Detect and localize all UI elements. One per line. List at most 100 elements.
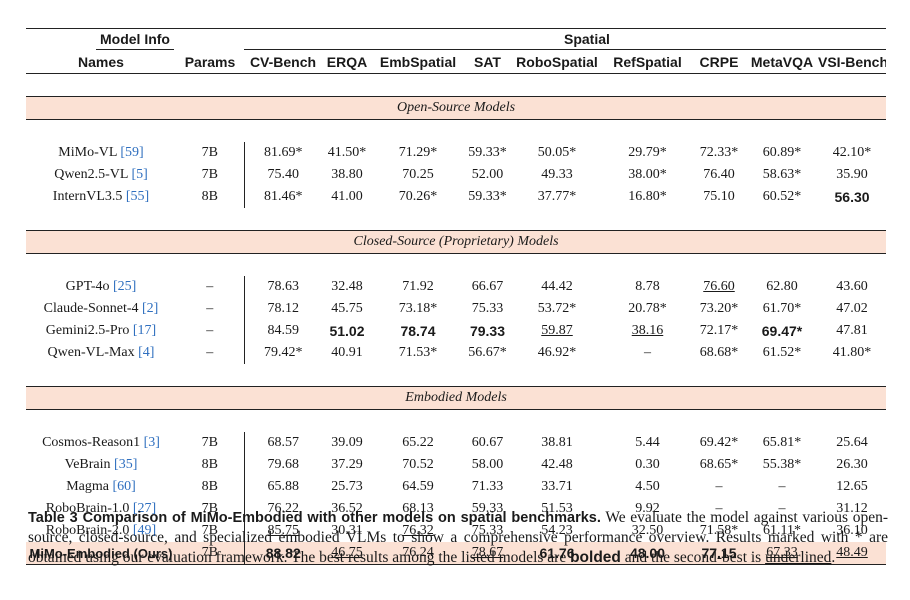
score-cell: 76.60 [703,279,735,294]
score-cell: 32.50 [631,523,664,538]
score-cell: 73.18* [398,301,438,316]
model-name-cell: Cosmos-Reason1 [3] [26,432,176,454]
params-cell: 7B [176,164,245,186]
citation-link[interactable]: [60] [112,479,136,494]
score-cell: 48.00 [603,542,692,565]
score-cell: – [778,501,786,516]
model-name-cell: Magma [60] [26,476,176,498]
section-header-row: Open-Source Models [26,96,887,120]
score-cell: 68.57 [267,435,300,450]
score-cell: 46.92* [537,345,577,360]
column-header: Names [26,51,176,74]
score-cell: 81.46* [264,189,303,204]
score-cell: 76.22 [267,501,300,516]
score-cell: 51.53 [541,501,573,516]
score-cell: 42.10* [832,145,872,160]
score-cell: 16.80* [628,189,667,204]
score-cell: 37.29 [331,457,363,472]
model-name-cell: MiMo-Embodied (Ours) [26,542,176,565]
citation-link[interactable]: [49] [132,523,157,538]
score-cell: 26.30 [836,457,868,472]
model-name: Cosmos-Reason1 [42,435,141,450]
score-cell: 85.75 [267,523,300,538]
score-cell: 75.33 [471,523,504,538]
score-cell: 41.50* [327,145,367,160]
score-cell: 58.63* [762,167,802,182]
score-cell: 79.33 [469,323,506,339]
model-name-cell: InternVL3.5 [55] [26,186,176,208]
score-cell: 75.40 [267,167,300,182]
score-cell: – [778,479,786,494]
score-cell: 76.32 [402,523,434,538]
score-cell: 88.82 [244,542,322,565]
score-cell: 29.79* [628,145,667,160]
column-header-row: Names Params CV-Bench ERQA EmbSpatial SAT Robo… [26,51,887,74]
citation-link[interactable]: [3] [143,435,160,450]
table-row: MiMo-VL [59] 7B 81.69* 41.50* 71.29* 59.33* 50… [26,142,886,164]
score-cell: 32.48 [331,279,363,294]
score-cell: 72.17* [699,323,739,338]
model-name: VeBrain [64,457,111,472]
params-cell: – [176,342,245,364]
score-cell: 78.67 [464,542,511,565]
score-cell: – [644,345,651,360]
citation-link[interactable]: [25] [113,279,137,294]
caption-body-1: We evaluate the model against various op… [28,509,889,566]
params-cell: – [176,320,245,342]
score-cell: 70.25 [402,167,434,182]
score-cell: 12.65 [836,479,868,494]
citation-link[interactable]: [35] [114,457,138,472]
params-cell: – [176,298,245,320]
model-name: Qwen2.5-VL [54,167,128,182]
group-header-row: Model Info Spatial [26,28,887,51]
model-name: MiMo-VL [58,145,117,160]
score-cell: 38.00* [628,167,667,182]
citation-link[interactable]: [55] [125,189,150,204]
score-cell: 70.52 [402,457,434,472]
score-cell: 37.77* [537,189,577,204]
score-cell: 78.63 [267,279,300,294]
citation-link[interactable]: [5] [131,167,148,182]
section-title: Open-Source Models [26,96,887,120]
citation-link[interactable]: [27] [132,501,157,516]
table-row: VeBrain [35] 8B 79.68 37.29 70.52 58.00 42.48 0… [26,454,886,476]
citation-link[interactable]: [59] [120,145,144,160]
score-cell: 5.44 [635,435,660,450]
score-cell: 8.78 [635,279,660,294]
params-cell: 7B [176,498,245,520]
score-cell: 42.48 [541,457,573,472]
score-cell: 71.53* [398,345,438,360]
score-cell: 65.81* [762,435,802,450]
spacer-row [26,208,886,231]
score-cell: 38.81 [541,435,573,450]
caption-lead: Table 3 Comparison of MiMo-Embodied with… [28,510,601,526]
score-cell: 52.00 [471,167,504,182]
citation-link[interactable]: [4] [138,345,155,360]
table-row: MiMo-Embodied (Ours) 7B 88.82 46.75 76.24 78.… [26,542,887,565]
score-cell: 70.26* [398,189,438,204]
score-cell: 40.91 [331,345,363,360]
score-cell: 59.33* [468,145,507,160]
score-cell: 71.92 [402,279,434,294]
score-cell: – [715,479,723,494]
score-cell: 44.42 [541,279,573,294]
score-cell: 38.80 [331,167,363,182]
model-name: Qwen-VL-Max [47,345,135,360]
score-cell: 47.81 [836,323,868,338]
score-cell: 79.42* [264,345,303,360]
score-cell: 35.90 [836,167,868,182]
citation-link[interactable]: [2] [142,301,159,316]
table-row: InternVL3.5 [55] 8B 81.46* 41.00 70.26* 59.33… [26,186,886,208]
score-cell: 77.15 [692,542,746,565]
score-cell: 54.23 [541,523,573,538]
params-cell: 8B [176,186,245,208]
caption-underline-word: underlined [765,549,832,566]
score-cell: 9.92 [635,501,660,516]
citation-link[interactable]: [17] [132,323,157,338]
score-cell: 81.69* [264,145,303,160]
caption-bold-word: bolded [570,549,621,566]
model-name: InternVL3.5 [52,189,123,204]
column-header: RoboSpatial [511,51,603,74]
model-name-cell: Qwen-VL-Max [4] [26,342,176,364]
score-cell: 60.67 [471,435,504,450]
